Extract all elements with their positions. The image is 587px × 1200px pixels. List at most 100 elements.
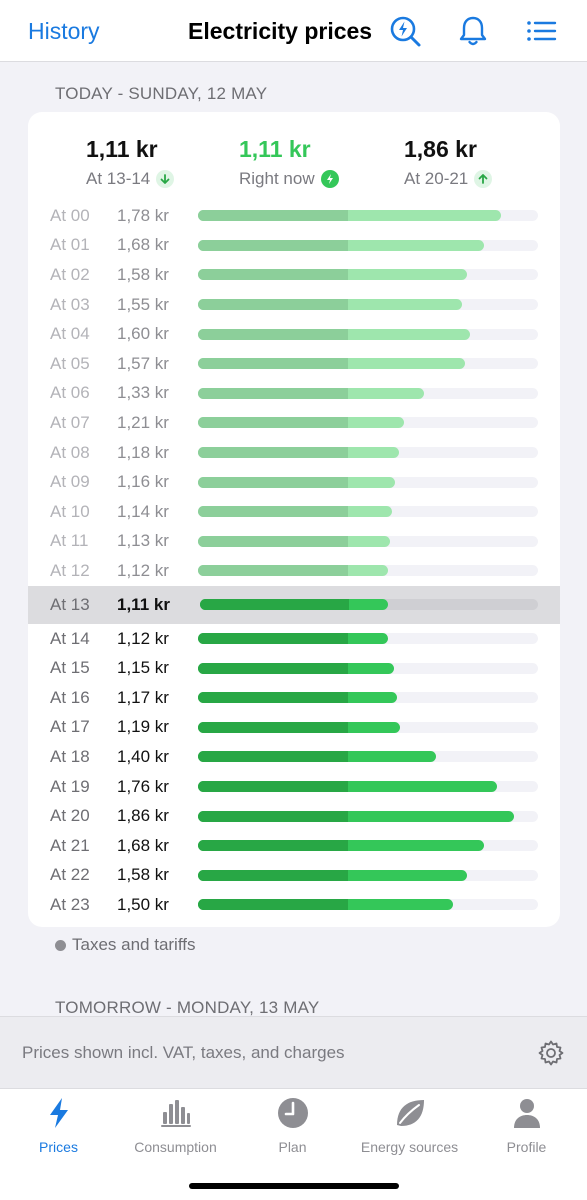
hour-price: 1,50 kr [117,894,169,914]
price-bar-track [198,506,538,518]
hour-row[interactable]: At 10 1,14 kr [28,497,560,527]
history-button[interactable]: History [28,18,100,44]
legend-label: Taxes and tariffs [72,935,196,954]
hour-row[interactable]: At 03 1,55 kr [28,290,560,320]
tab-plan[interactable]: Plan [234,1095,351,1155]
price-bar-track [198,358,538,370]
tab-consumption[interactable]: Consumption [117,1095,234,1155]
hour-price: 1,33 kr [117,383,169,403]
lowest-price-label: At 13-14 [86,169,151,188]
price-bar-base [198,751,348,763]
hour-row[interactable]: At 06 1,33 kr [28,379,560,409]
price-bar-base [198,535,348,547]
hour-row[interactable]: At 00 1,78 kr [28,201,560,231]
price-bar-base [198,358,348,370]
hour-label: At 23 [50,894,90,914]
price-bar-base [198,299,348,311]
tab-bar: Prices Consumption Plan Energy sources P… [0,1088,587,1200]
search-bolt-icon[interactable] [388,14,422,48]
hour-row[interactable]: At 04 1,60 kr [28,319,560,349]
hour-row[interactable]: At 14 1,12 kr [28,624,560,654]
current-hour-row[interactable]: At 13 1,11 kr [28,585,560,624]
tab-plan-label: Plan [278,1139,307,1155]
hour-price: 1,18 kr [117,442,169,462]
hour-row[interactable]: At 11 1,13 kr [28,527,560,557]
hour-row[interactable]: At 21 1,68 kr [28,831,560,861]
bolt-icon [41,1095,77,1131]
hour-price: 1,68 kr [117,235,169,255]
hour-row[interactable]: At 23 1,50 kr [28,890,560,920]
price-bar-track [198,751,538,763]
tab-energy-sources[interactable]: Energy sources [351,1095,468,1155]
hour-row[interactable]: At 15 1,15 kr [28,653,560,683]
home-indicator [189,1183,399,1189]
hour-row[interactable]: At 22 1,58 kr [28,861,560,891]
hour-row[interactable]: At 16 1,17 kr [28,683,560,713]
hour-label: At 01 [50,235,90,255]
legend: Taxes and tariffs [55,935,195,955]
tab-consumption-label: Consumption [134,1139,217,1155]
hour-row[interactable]: At 01 1,68 kr [28,231,560,261]
hour-label: At 17 [50,717,90,737]
gear-icon[interactable] [537,1039,565,1067]
hour-row[interactable]: At 07 1,21 kr [28,408,560,438]
price-bar-base [198,721,348,733]
price-notice-text: Prices shown incl. VAT, taxes, and charg… [22,1043,345,1062]
hour-row[interactable]: At 08 1,18 kr [28,438,560,468]
leaf-icon [392,1095,428,1131]
tab-prices-label: Prices [39,1139,78,1155]
person-icon [509,1095,545,1131]
tab-profile[interactable]: Profile [468,1095,585,1155]
hour-label: At 20 [50,806,90,826]
price-bar-track [198,810,538,822]
hour-row[interactable]: At 05 1,57 kr [28,349,560,379]
price-bar-track [198,869,538,881]
arrow-down-icon [156,170,175,188]
price-bar-base [198,476,348,488]
price-bar-base [198,633,348,645]
price-bar-track [198,662,538,674]
hour-label: At 00 [50,205,90,225]
price-bar-base [198,210,348,222]
list-icon[interactable] [524,14,558,48]
hour-label: At 21 [50,835,90,855]
bolt-icon [320,170,339,188]
hour-label: At 04 [50,324,90,344]
price-bar-base [198,506,348,518]
tomorrow-section-header: TOMORROW - MONDAY, 13 MAY [55,998,320,1017]
current-price-value: 1,11 kr [239,136,311,162]
hour-row[interactable]: At 20 1,86 kr [28,801,560,831]
hour-price: 1,19 kr [117,717,169,737]
hour-row[interactable]: At 09 1,16 kr [28,467,560,497]
legend-dot-icon [55,939,66,951]
price-bar-track [198,239,538,251]
hour-label: At 07 [50,412,90,432]
bell-icon[interactable] [456,14,490,48]
price-bar-base [198,899,348,911]
current-price-summary: 1,11 kr Right now [239,136,339,189]
page-title: Electricity prices [188,18,373,44]
hour-label: At 10 [50,501,90,521]
price-bar-base [198,565,348,577]
hour-row[interactable]: At 18 1,40 kr [28,742,560,772]
clock-icon [275,1095,311,1131]
hour-label: At 16 [50,687,90,707]
price-bar-track [198,633,538,645]
hour-row[interactable]: At 19 1,76 kr [28,772,560,802]
price-bar-base [198,692,348,704]
hour-label: At 22 [50,865,90,885]
price-bar-base [198,781,348,793]
price-bar-track [198,387,538,399]
hour-row[interactable]: At 12 1,12 kr [28,556,560,586]
hour-label: At 11 [50,531,89,551]
hour-price: 1,60 kr [117,324,169,344]
hour-price: 1,76 kr [117,776,169,796]
tab-prices[interactable]: Prices [0,1095,117,1155]
hour-price: 1,78 kr [117,205,169,225]
hour-price: 1,58 kr [117,264,169,284]
hour-row[interactable]: At 17 1,19 kr [28,713,560,743]
price-bar-base [198,662,348,674]
hour-label: At 14 [50,628,90,648]
price-bar-track [198,328,538,340]
hour-row[interactable]: At 02 1,58 kr [28,260,560,290]
